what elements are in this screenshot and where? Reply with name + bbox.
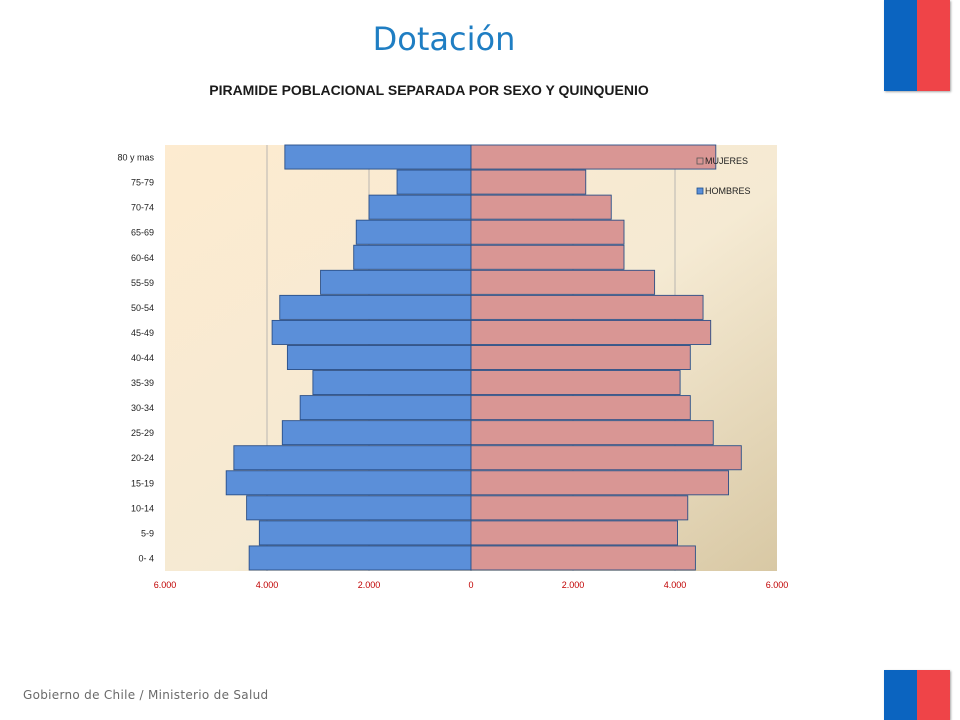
bar-mujeres-50-54 — [470, 294, 704, 320]
category-label: 25-29 — [131, 428, 154, 438]
bar-mujeres-0-4 — [470, 545, 696, 571]
bar-hombres-25-29 — [281, 420, 472, 446]
bar-hombres-30-34 — [299, 395, 472, 421]
category-label: 30-34 — [131, 403, 154, 413]
category-label: 75-79 — [131, 178, 154, 188]
legend-mujeres: MUJERES — [705, 156, 748, 166]
bar-mujeres-5-9 — [470, 520, 679, 546]
flag-red-stripe — [917, 670, 950, 720]
bar-hombres-70-74 — [368, 194, 472, 220]
category-label: 50-54 — [131, 303, 154, 313]
category-label: 5-9 — [141, 528, 154, 538]
x-tick-label: 2.000 — [562, 580, 585, 590]
bar-mujeres-70-74 — [470, 194, 612, 220]
category-label: 0- 4 — [138, 553, 154, 563]
chart-title: PIRAMIDE POBLACIONAL SEPARADA POR SEXO Y… — [209, 82, 649, 98]
bar-mujeres-80ymas — [470, 144, 717, 170]
bar-mujeres-15-19 — [470, 470, 729, 496]
bar-hombres-65-69 — [355, 219, 472, 245]
x-tick-label: 2.000 — [358, 580, 381, 590]
chile-flag-bottom-icon — [884, 670, 950, 720]
bar-hombres-50-54 — [279, 294, 472, 320]
bar-mujeres-75-79 — [470, 169, 587, 195]
page-title: Dotación — [372, 20, 516, 58]
flag-blue-stripe — [884, 670, 917, 720]
bar-mujeres-45-49 — [470, 319, 712, 345]
category-label: 40-44 — [131, 353, 154, 363]
bar-hombres-45-49 — [271, 319, 472, 345]
category-label: 10-14 — [131, 503, 154, 513]
bar-mujeres-20-24 — [470, 445, 742, 471]
category-label: 65-69 — [131, 228, 154, 238]
category-label: 80 y mas — [117, 153, 154, 163]
footer-text: Gobierno de Chile / Ministerio de Salud — [23, 688, 269, 702]
category-label: 35-39 — [131, 378, 154, 388]
bar-hombres-10-14 — [246, 495, 472, 521]
x-tick-label: 4.000 — [256, 580, 279, 590]
bar-mujeres-55-59 — [470, 269, 656, 295]
x-tick-label: 6.000 — [154, 580, 177, 590]
category-label: 70-74 — [131, 203, 154, 213]
bar-hombres-55-59 — [320, 269, 472, 295]
category-label: 15-19 — [131, 478, 154, 488]
x-tick-label: 6.000 — [766, 580, 789, 590]
bar-hombres-40-44 — [286, 345, 472, 370]
category-label: 55-59 — [131, 278, 154, 288]
legend-hombres: HOMBRES — [705, 186, 751, 196]
category-labels: 0- 4 5-9 10-14 15-19 20-24 25-29 30-34 35-39 40-… — [117, 153, 154, 564]
flag-red-stripe — [917, 0, 950, 91]
x-tick-label: 4.000 — [664, 580, 687, 590]
legend: MUJERES HOMBRES — [696, 156, 751, 196]
bar-hombres-15-19 — [225, 470, 472, 496]
bar-hombres-35-39 — [312, 370, 472, 396]
bar-mujeres-10-14 — [470, 495, 689, 521]
bar-mujeres-30-34 — [470, 395, 691, 421]
bars — [225, 144, 742, 571]
bar-hombres-5-9 — [258, 520, 472, 546]
bar-hombres-60-64 — [353, 244, 472, 270]
bar-hombres-80ymas — [284, 144, 472, 170]
flag-blue-stripe — [884, 0, 917, 91]
bar-mujeres-35-39 — [470, 370, 681, 396]
category-label: 20-24 — [131, 453, 154, 463]
bar-mujeres-40-44 — [470, 345, 691, 370]
legend-swatch-mujeres — [696, 157, 704, 165]
bar-mujeres-65-69 — [470, 219, 625, 245]
category-label: 45-49 — [131, 328, 154, 338]
x-tick-label: 0 — [468, 580, 473, 590]
chile-flag-top-icon — [884, 0, 950, 91]
bar-hombres-20-24 — [233, 445, 472, 471]
bar-mujeres-25-29 — [470, 420, 714, 446]
x-axis-tick-labels: 6.000 4.000 2.000 0 2.000 4.000 6.000 — [154, 580, 789, 590]
bar-hombres-75-79 — [396, 169, 472, 195]
bar-hombres-0-4 — [248, 545, 472, 571]
bar-mujeres-60-64 — [470, 244, 625, 270]
legend-swatch-hombres — [696, 187, 704, 195]
category-label: 60-64 — [131, 253, 154, 263]
